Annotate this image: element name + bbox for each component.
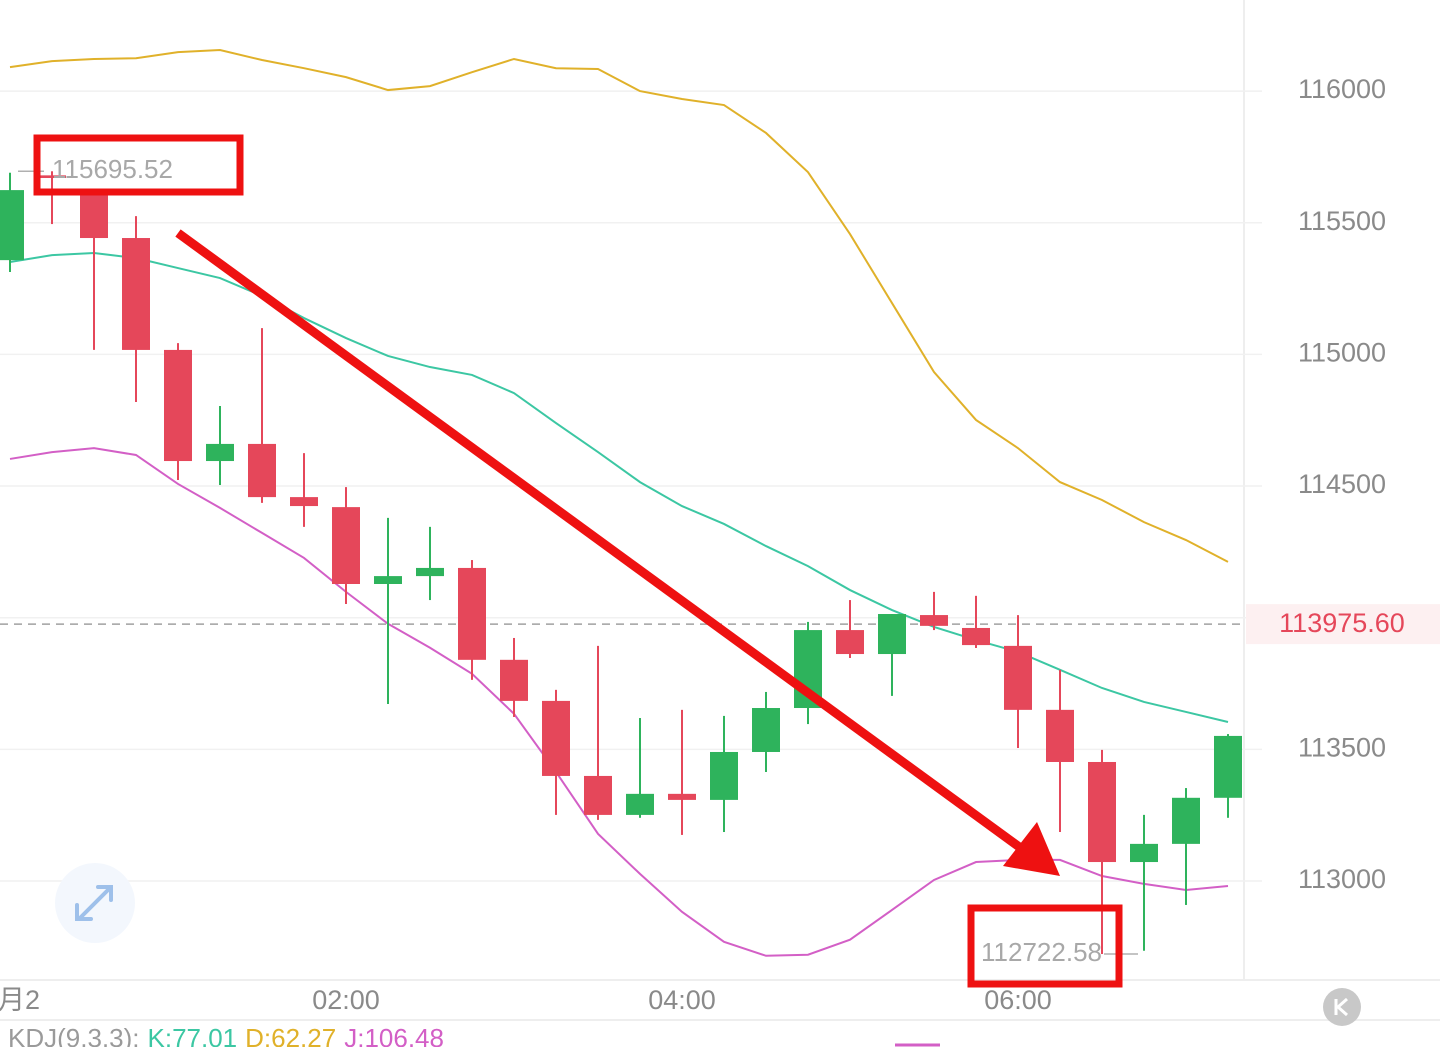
candle-body (290, 497, 318, 507)
k-icon (1334, 997, 1348, 1017)
highlight-box (33, 134, 244, 196)
y-tick-label: 113000 (1298, 864, 1386, 894)
candle-body (668, 793, 696, 800)
arrow-head (1003, 822, 1060, 876)
x-tick-label: 06:00 (984, 985, 1052, 1015)
highlight-box (967, 904, 1123, 988)
y-tick-label: 113500 (1298, 732, 1386, 762)
y-tick-label: 116000 (1298, 74, 1386, 104)
candle-body (878, 614, 906, 655)
x-tick-label: 02:00 (312, 985, 380, 1015)
button-bg (1323, 988, 1361, 1026)
candle-body (752, 708, 780, 752)
x-tick-label: 04:00 (648, 985, 716, 1015)
candle-body (164, 349, 192, 462)
candle-body (122, 238, 150, 350)
candle-body (1088, 761, 1116, 863)
candle-body (1214, 735, 1242, 798)
candle-body (542, 700, 570, 776)
expand-icon (75, 885, 113, 921)
candle-body (374, 576, 402, 584)
current-price-label: 113975.60 (1279, 608, 1405, 638)
candle-body (416, 567, 444, 577)
candle-body (584, 775, 612, 815)
y-tick-label: 114500 (1298, 469, 1386, 499)
candle-body (1046, 709, 1074, 762)
candle-body (0, 190, 24, 261)
candle-body (458, 567, 486, 660)
candle-body (332, 507, 360, 584)
indicator-label: KDJ(9,3,3): (8, 1023, 140, 1047)
indicator-label: K:77.01 (148, 1023, 238, 1047)
candle-body (206, 443, 234, 462)
candle-body (80, 190, 108, 239)
expand-button[interactable] (55, 863, 135, 943)
current-price-bg (1246, 604, 1440, 645)
indicator-label: D:62.27 (245, 1023, 336, 1047)
band-line (9, 49, 1229, 563)
y-tick-label: 115000 (1298, 338, 1386, 368)
band-line (9, 252, 1229, 723)
candle-body (1130, 843, 1158, 863)
band-line (9, 447, 1229, 957)
candle-body (1172, 797, 1200, 844)
candle-body (500, 659, 528, 701)
k-button[interactable] (1323, 988, 1361, 1026)
y-tick-label: 115500 (1298, 206, 1386, 236)
candle-body (38, 175, 66, 178)
max-label: 115695.52 (52, 154, 173, 184)
candle-body (626, 793, 654, 815)
candle-body (836, 630, 864, 655)
candle-body (248, 443, 276, 498)
trend-arrow (175, 229, 1025, 853)
candle-body (1004, 645, 1032, 710)
candle-body (710, 751, 738, 800)
candle-body (962, 627, 990, 646)
indicator-label: J:106.48 (344, 1023, 444, 1047)
candle-body (920, 615, 948, 626)
x-tick-label: 月2 (0, 985, 40, 1015)
min-label: 112722.58 (981, 937, 1102, 967)
